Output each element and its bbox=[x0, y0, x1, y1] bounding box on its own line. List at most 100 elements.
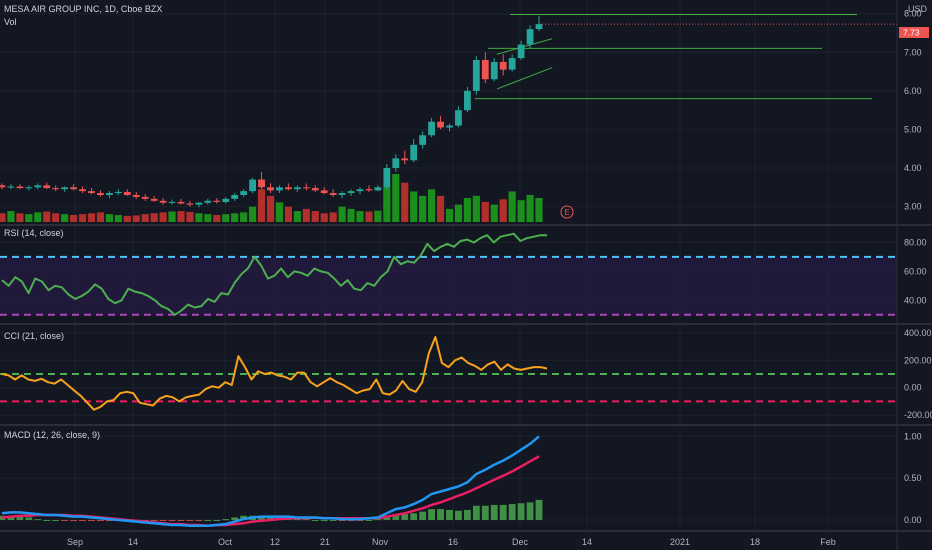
volume-bar bbox=[302, 208, 310, 222]
volume-bar bbox=[105, 214, 113, 222]
macd-line bbox=[1, 435, 540, 528]
macd-histogram-bar bbox=[302, 519, 310, 521]
earnings-marker[interactable]: E bbox=[560, 205, 574, 219]
volume-bar bbox=[481, 201, 489, 222]
candle-body bbox=[34, 185, 42, 188]
candle-body bbox=[320, 190, 328, 194]
candle-body bbox=[0, 185, 6, 188]
volume-bar bbox=[52, 213, 60, 222]
y-tick-label: 0.50 bbox=[904, 473, 922, 483]
macd-histogram-bar bbox=[7, 515, 15, 520]
candle-body bbox=[410, 144, 418, 161]
rsi-pane[interactable] bbox=[0, 232, 897, 316]
volume-bar bbox=[463, 198, 471, 222]
candle-body bbox=[472, 60, 480, 91]
macd-histogram-bar bbox=[499, 504, 507, 520]
candle bbox=[410, 139, 418, 163]
candle bbox=[526, 25, 534, 49]
macd-histogram-bar bbox=[43, 519, 51, 521]
y-tick-label: 8.00 bbox=[904, 9, 922, 19]
price-pane[interactable] bbox=[0, 13, 897, 222]
volume-bar bbox=[249, 206, 257, 222]
volume-bar bbox=[96, 212, 105, 222]
candle bbox=[249, 177, 256, 194]
candle bbox=[320, 187, 328, 195]
candle-body bbox=[285, 187, 292, 190]
macd-histogram-bar bbox=[526, 502, 534, 520]
candle-body bbox=[517, 44, 525, 59]
candle bbox=[7, 184, 15, 190]
candle-body bbox=[383, 168, 391, 188]
volume-bar bbox=[419, 195, 427, 222]
time-axis[interactable]: Sep 14 Oct 12 21 Nov 16 Dec 14 2021 18 Feb bbox=[67, 537, 836, 547]
candle bbox=[437, 115, 444, 130]
candle bbox=[168, 199, 176, 205]
candle-body bbox=[455, 110, 462, 126]
candle-body bbox=[276, 187, 283, 191]
volume-bar bbox=[25, 214, 33, 222]
candle bbox=[481, 52, 489, 84]
candle-body bbox=[70, 187, 77, 190]
currency-label: USD bbox=[908, 4, 928, 14]
candle bbox=[347, 189, 355, 196]
volume-bar bbox=[240, 212, 248, 222]
candle bbox=[311, 185, 319, 192]
candle-body bbox=[490, 61, 498, 80]
macd-histogram-bar bbox=[222, 519, 230, 521]
candle bbox=[464, 87, 471, 113]
candle-body bbox=[508, 58, 516, 70]
candle-body bbox=[177, 201, 185, 204]
macd-histogram-bar bbox=[231, 517, 239, 520]
candle-body bbox=[419, 135, 427, 145]
volume-bar bbox=[43, 211, 51, 222]
y-tick-label: 1.00 bbox=[904, 431, 922, 441]
volume-bar bbox=[177, 211, 185, 222]
candle bbox=[240, 189, 248, 197]
candle bbox=[159, 198, 167, 205]
candle bbox=[52, 185, 60, 192]
candle bbox=[276, 185, 283, 194]
cci-pane[interactable] bbox=[0, 336, 897, 411]
macd-pane[interactable] bbox=[0, 435, 543, 528]
candle-body bbox=[123, 191, 131, 195]
y-tick-label: 5.00 bbox=[904, 124, 922, 134]
candle bbox=[186, 200, 194, 207]
candle-body bbox=[61, 187, 69, 190]
symbol-title: MESA AIR GROUP INC, 1D, Cboe BZX bbox=[4, 4, 162, 14]
volume-bar bbox=[293, 211, 301, 222]
volume-bar bbox=[347, 208, 355, 222]
macd-histogram-bar bbox=[320, 519, 328, 521]
macd-histogram-bar bbox=[34, 519, 42, 521]
volume-bar bbox=[383, 187, 391, 222]
volume-bar bbox=[123, 215, 131, 222]
candle bbox=[141, 194, 149, 201]
candle-body bbox=[535, 24, 543, 30]
y-tick-label: 7.00 bbox=[904, 47, 922, 57]
volume-bar bbox=[114, 215, 122, 222]
candle-body bbox=[481, 60, 489, 80]
candle bbox=[88, 188, 95, 195]
candle-body bbox=[446, 125, 453, 128]
candle bbox=[34, 183, 42, 190]
volume-bar bbox=[329, 212, 337, 222]
volume-bar bbox=[445, 208, 454, 222]
macd-histogram-bar bbox=[464, 509, 471, 520]
macd-histogram-bar bbox=[410, 513, 418, 520]
candle-body bbox=[25, 187, 33, 189]
x-tick-label: 18 bbox=[750, 537, 760, 547]
macd-histogram-bar bbox=[472, 505, 480, 520]
volume-bar bbox=[61, 214, 69, 222]
candle-body bbox=[240, 191, 248, 195]
candle-body bbox=[79, 189, 86, 192]
volume-bar bbox=[231, 213, 239, 222]
volume-bar bbox=[517, 200, 525, 222]
macd-title: MACD (12, 26, close, 9) bbox=[4, 430, 100, 440]
candle-body bbox=[88, 191, 95, 194]
channel-line-lower bbox=[496, 67, 553, 90]
x-tick-label: 21 bbox=[320, 537, 330, 547]
volume-bar bbox=[392, 174, 400, 222]
price-axis[interactable]: 8.00 7.00 6.00 5.00 4.00 3.00 80.00 60.00 40.00 4… bbox=[904, 9, 932, 525]
rsi-band bbox=[0, 256, 897, 315]
candle bbox=[329, 189, 337, 197]
